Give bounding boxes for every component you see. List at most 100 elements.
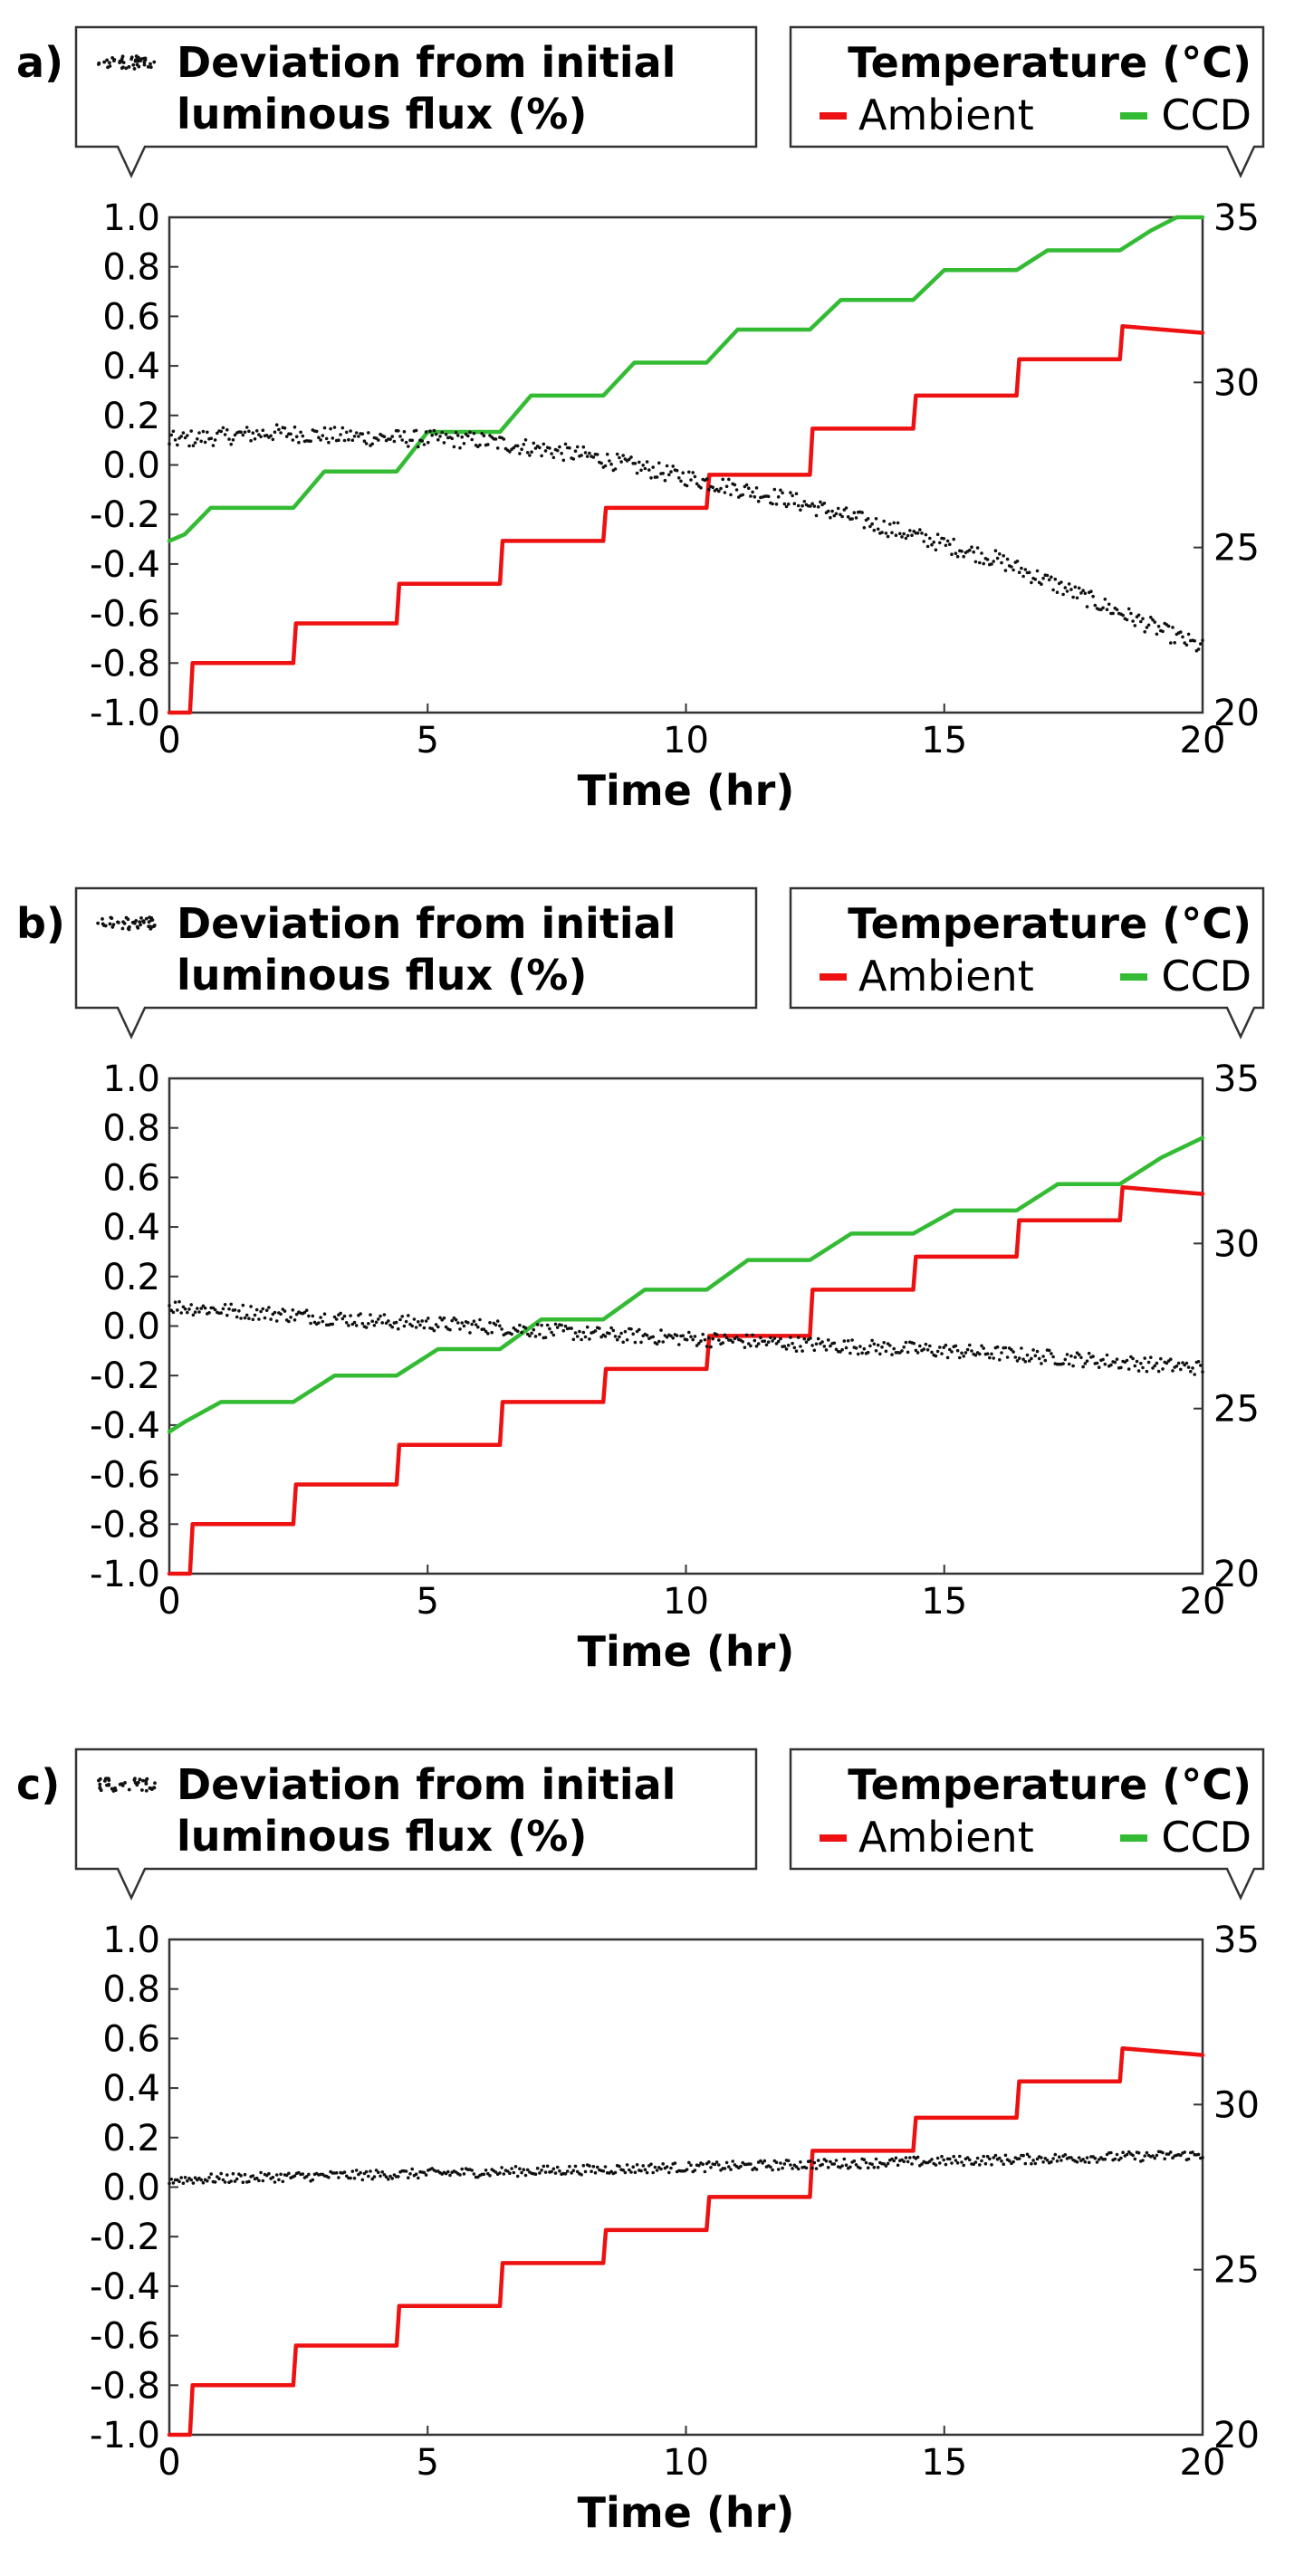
flux-point — [520, 447, 523, 452]
flux-point — [671, 464, 675, 468]
flux-point — [904, 536, 908, 541]
flux-point — [761, 2161, 764, 2165]
flux-point — [1103, 598, 1107, 601]
flux-point — [615, 452, 619, 456]
flux-point — [468, 1331, 472, 1335]
flux-point — [641, 2164, 645, 2168]
flux-point — [998, 1358, 1002, 1362]
flux-point — [854, 2163, 858, 2167]
flux-point — [804, 1340, 809, 1345]
flux-point — [942, 537, 945, 541]
flux-point — [934, 548, 938, 552]
flux-point — [814, 2167, 819, 2170]
flux-point — [424, 1319, 428, 1323]
flux-legend-dot — [127, 64, 131, 69]
flux-point — [810, 1344, 814, 1347]
flux-point — [532, 441, 536, 445]
flux-point — [588, 451, 591, 455]
flux-point — [747, 486, 751, 490]
flux-point — [599, 1335, 603, 1339]
flux-point — [707, 487, 711, 492]
flux-legend-dot — [149, 65, 153, 70]
flux-point — [872, 528, 877, 532]
flux-point — [243, 430, 247, 435]
flux-point — [593, 2170, 598, 2175]
flux-point — [466, 434, 470, 438]
flux-point — [512, 2170, 516, 2175]
flux-point — [840, 1347, 844, 1352]
flux-point — [179, 1311, 183, 1315]
flux-point — [781, 491, 784, 495]
flux-point — [954, 2159, 958, 2162]
flux-point — [533, 2172, 538, 2176]
flux-point — [1125, 618, 1129, 622]
flux-point — [595, 2165, 599, 2169]
flux-point — [1020, 1346, 1023, 1350]
flux-point — [420, 439, 425, 443]
flux-point — [938, 1345, 942, 1349]
flux-point — [689, 478, 693, 482]
flux-point — [836, 506, 840, 511]
flux-point — [776, 2168, 781, 2171]
flux-point — [1030, 580, 1033, 585]
flux-point — [253, 437, 257, 441]
flux-point — [281, 2179, 285, 2184]
flux-point — [794, 2165, 799, 2169]
flux-point — [884, 531, 888, 535]
flux-point — [364, 2169, 369, 2174]
flux-point — [1057, 2155, 1061, 2159]
flux-point — [1053, 577, 1058, 581]
flux-point — [417, 445, 420, 449]
flux-point — [955, 2161, 960, 2165]
flux-point — [168, 442, 171, 446]
flux-point — [980, 2159, 983, 2163]
flux-point — [741, 493, 744, 497]
flux-point — [782, 2162, 787, 2166]
flux-point — [1035, 1349, 1040, 1354]
flux-point — [1153, 620, 1156, 624]
flux-point — [892, 2159, 896, 2163]
flux-point — [820, 1340, 824, 1344]
flux-point — [786, 503, 791, 506]
flux-point — [1183, 641, 1186, 645]
flux-point — [388, 1323, 392, 1327]
flux-point — [789, 491, 792, 494]
flux-legend-dot — [142, 60, 147, 64]
flux-point — [1105, 608, 1109, 611]
flux-point — [952, 2154, 955, 2159]
y-left-tick-label: 0.6 — [102, 1157, 160, 1199]
flux-point — [397, 2175, 400, 2179]
flux-point — [1161, 1367, 1165, 1371]
flux-point — [1149, 616, 1153, 619]
flux-point — [1071, 595, 1075, 599]
flux-point — [935, 1349, 940, 1354]
flux-point — [575, 2169, 580, 2174]
flux-point — [846, 1339, 850, 1343]
flux-point — [729, 493, 733, 497]
x-axis-title: Time (hr) — [578, 1627, 795, 1676]
flux-point — [1045, 573, 1050, 578]
y-right-tick-label: 30 — [1213, 1223, 1260, 1265]
flux-point — [1033, 1354, 1038, 1358]
ambient-legend-label: Ambient — [858, 1813, 1034, 1862]
flux-point — [988, 2157, 992, 2161]
flux-point — [484, 2169, 488, 2172]
flux-point — [709, 1345, 713, 1349]
flux-legend-dot — [112, 58, 117, 62]
flux-point — [402, 430, 407, 434]
flux-point — [756, 499, 761, 503]
flux-point — [928, 536, 932, 541]
flux-point — [585, 1325, 590, 1329]
flux-point — [1169, 1357, 1173, 1361]
flux-point — [545, 1323, 550, 1327]
flux-point — [394, 1320, 398, 1325]
flux-point — [849, 1351, 852, 1355]
flux-point — [1196, 2152, 1201, 2157]
y-left-tick-label: 1.0 — [102, 1058, 160, 1100]
flux-point — [422, 2170, 427, 2175]
flux-point — [687, 1330, 691, 1335]
flux-point — [832, 1341, 837, 1345]
flux-point — [849, 2165, 852, 2169]
flux-point — [354, 2169, 359, 2172]
ccd-temperature-line — [167, 1135, 1205, 1434]
